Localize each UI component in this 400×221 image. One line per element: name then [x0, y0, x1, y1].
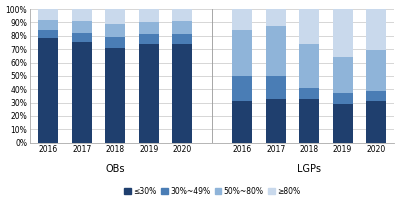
Bar: [72, 21, 92, 33]
Text: LGPs: LGPs: [297, 164, 321, 174]
Bar: [105, 37, 125, 48]
Bar: [72, 33, 92, 42]
Bar: [139, 22, 159, 34]
Bar: [105, 48, 125, 143]
Bar: [232, 9, 252, 30]
Bar: [38, 38, 58, 143]
Bar: [332, 57, 353, 93]
Bar: [232, 101, 252, 143]
Bar: [332, 9, 353, 57]
Bar: [139, 9, 159, 22]
Bar: [332, 93, 353, 104]
Bar: [299, 9, 319, 44]
Bar: [139, 44, 159, 143]
Bar: [232, 76, 252, 101]
Bar: [299, 44, 319, 88]
Bar: [299, 99, 319, 143]
Bar: [38, 20, 58, 30]
Bar: [366, 101, 386, 143]
Bar: [105, 24, 125, 37]
Bar: [266, 99, 286, 143]
Bar: [172, 34, 192, 44]
Bar: [105, 9, 125, 24]
Bar: [366, 91, 386, 101]
Bar: [38, 9, 58, 20]
Bar: [172, 21, 192, 34]
Bar: [299, 88, 319, 99]
Bar: [72, 9, 92, 21]
Bar: [172, 44, 192, 143]
Bar: [139, 34, 159, 44]
Bar: [38, 30, 58, 38]
Bar: [366, 50, 386, 91]
Bar: [232, 30, 252, 76]
Bar: [172, 9, 192, 21]
Bar: [366, 9, 386, 50]
Bar: [266, 76, 286, 99]
Legend: ≤30%, 30%~49%, 50%~80%, ≥80%: ≤30%, 30%~49%, 50%~80%, ≥80%: [121, 184, 304, 199]
Bar: [72, 42, 92, 143]
Bar: [332, 104, 353, 143]
Bar: [266, 27, 286, 76]
Text: OBs: OBs: [106, 164, 125, 174]
Bar: [266, 9, 286, 27]
